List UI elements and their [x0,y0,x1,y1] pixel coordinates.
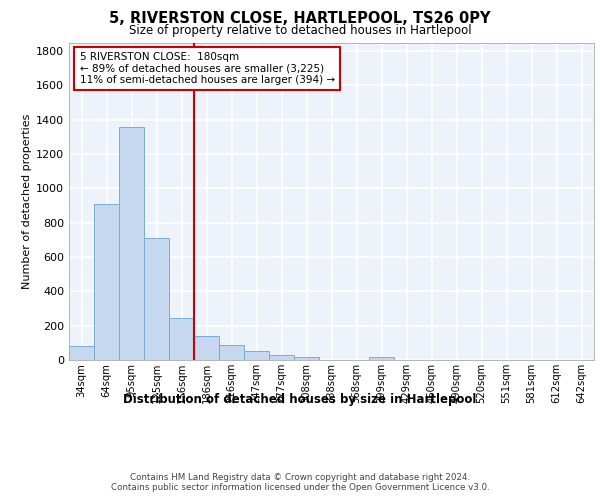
Bar [294,356,319,360]
Bar [269,355,294,360]
Y-axis label: Number of detached properties: Number of detached properties [22,114,32,289]
Bar [119,126,144,360]
Bar [69,346,94,360]
Text: Contains HM Land Registry data © Crown copyright and database right 2024.
Contai: Contains HM Land Registry data © Crown c… [110,472,490,492]
Text: Size of property relative to detached houses in Hartlepool: Size of property relative to detached ho… [128,24,472,37]
Bar [369,356,394,360]
Text: Distribution of detached houses by size in Hartlepool: Distribution of detached houses by size … [124,392,476,406]
Bar [219,346,244,360]
Text: 5, RIVERSTON CLOSE, HARTLEPOOL, TS26 0PY: 5, RIVERSTON CLOSE, HARTLEPOOL, TS26 0PY [109,11,491,26]
Bar [169,318,194,360]
Bar [144,238,169,360]
Bar [94,204,119,360]
Bar [194,336,219,360]
Text: 5 RIVERSTON CLOSE:  180sqm
← 89% of detached houses are smaller (3,225)
11% of s: 5 RIVERSTON CLOSE: 180sqm ← 89% of detac… [79,52,335,85]
Bar [244,352,269,360]
